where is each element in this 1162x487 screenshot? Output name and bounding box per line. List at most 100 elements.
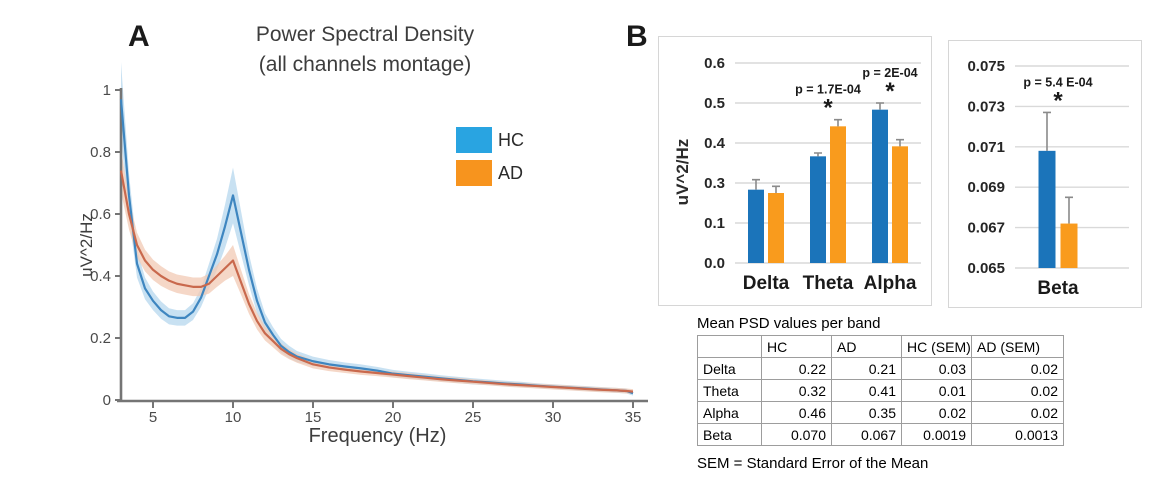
hc-color-swatch	[456, 127, 492, 153]
hc-confidence-band	[121, 62, 633, 396]
band-name-cell: Beta	[697, 423, 762, 446]
value-cell: 0.0013	[971, 423, 1064, 446]
hc-bar-delta	[748, 189, 764, 263]
table-row: Beta 0.070 0.067 0.0019 0.0013	[697, 423, 1064, 446]
table-header-row: HC AD HC (SEM) AD (SEM)	[697, 335, 1064, 358]
x-tick-label: 15	[305, 409, 322, 426]
category-label: Delta	[743, 273, 790, 294]
p-value-label: p = 5.4 E-04	[1023, 75, 1092, 89]
psd-values-table: HC AD HC (SEM) AD (SEM) Delta 0.22 0.21 0.03 0.…	[697, 335, 1064, 446]
p-value-label: p = 1.7E-04	[795, 83, 861, 97]
y-tick-label: 0.1	[704, 215, 725, 232]
hc-psd-line	[119, 99, 634, 395]
category-label: Alpha	[864, 273, 917, 294]
x-tick-label: 35	[625, 409, 642, 426]
value-cell: 0.0019	[901, 423, 972, 446]
value-cell: 0.32	[761, 379, 832, 402]
y-tick-label: 0.6	[704, 55, 725, 72]
panel-b-label: B	[626, 20, 648, 53]
sem-footnote: SEM = Standard Error of the Mean	[697, 455, 929, 472]
y-tick-label: 0.6	[90, 206, 111, 223]
significance-star: *	[885, 78, 895, 105]
hc-bar-alpha	[872, 109, 888, 264]
x-tick-label: 10	[225, 409, 242, 426]
y-tick-label: 0.2	[90, 330, 111, 347]
y-tick-label: 0.073	[967, 98, 1005, 115]
value-cell: 0.02	[971, 357, 1064, 380]
value-cell: 0.070	[761, 423, 832, 446]
error-bar	[896, 138, 904, 147]
y-tick-label: 0	[103, 392, 111, 409]
beta-power-bar-chart: 0.065 0.067 0.069 0.071 0.073 0.075 Beta p = 5.…	[948, 40, 1142, 308]
value-cell: 0.21	[831, 357, 902, 380]
y-tick-label: 0.065	[967, 260, 1005, 277]
x-tick-label: 5	[149, 409, 157, 426]
value-cell: 0.067	[831, 423, 902, 446]
y-tick-label: 1	[103, 82, 111, 99]
band-power-bar-chart: uV^2/Hz 0.0 0.1 0.3 0.4 0.5 0.6 Delta Theta p = …	[658, 36, 932, 306]
error-bar	[752, 178, 760, 190]
value-cell: 0.03	[901, 357, 972, 380]
y-tick-label: 0.071	[967, 139, 1005, 156]
table-header-cell	[697, 335, 762, 358]
error-bar	[1065, 196, 1073, 224]
hc-bar-theta	[810, 156, 826, 263]
category-label: Theta	[803, 273, 854, 294]
y-tick-label: 0.075	[967, 58, 1005, 75]
y-tick-label: 0.5	[704, 95, 725, 112]
value-cell: 0.35	[831, 401, 902, 424]
x-tick-label: 20	[385, 409, 402, 426]
psd-line-chart: 5 10 15 20 25 30 35 0 0.2 0.4 0.6 0.8 1	[90, 62, 648, 426]
psd-axes	[117, 88, 648, 403]
legend-item-ad: AD	[456, 160, 524, 186]
value-cell: 0.02	[971, 401, 1064, 424]
value-cell: 0.46	[761, 401, 832, 424]
error-bar	[1043, 111, 1051, 151]
psd-legend: HC AD	[456, 127, 524, 193]
psd-table-block: Mean PSD values per band HC AD HC (SEM) AD …	[697, 315, 1077, 472]
y-tick-label: 0.4	[90, 268, 111, 285]
ad-legend-label: AD	[498, 162, 524, 183]
band-power-bars: 0.0 0.1 0.3 0.4 0.5 0.6 Delta Theta p = 1.7E-04 *…	[704, 55, 921, 294]
psd-title-line1: Power Spectral Density	[255, 23, 475, 46]
band-name-cell: Delta	[697, 357, 762, 380]
error-bar	[772, 185, 780, 193]
legend-item-hc: HC	[456, 127, 524, 153]
table-header-cell: AD (SEM)	[971, 335, 1064, 358]
psd-title-line2: (all channels montage)	[258, 53, 472, 76]
error-bar	[814, 152, 822, 157]
ad-psd-line	[119, 170, 634, 393]
value-cell: 0.02	[901, 401, 972, 424]
table-row: Theta 0.32 0.41 0.01 0.02	[697, 379, 1064, 402]
table-header-cell: HC (SEM)	[901, 335, 972, 358]
ad-bar-delta	[768, 193, 784, 263]
ad-confidence-band	[121, 148, 633, 395]
category-label: Beta	[1037, 278, 1079, 299]
ad-color-swatch	[456, 160, 492, 186]
table-header-cell: AD	[831, 335, 902, 358]
value-cell: 0.02	[971, 379, 1064, 402]
y-tick-label: 0.4	[704, 135, 726, 152]
y-tick-label: 0.8	[90, 144, 111, 161]
x-tick-label: 25	[465, 409, 482, 426]
y-tick-label: 0.069	[967, 179, 1005, 196]
ad-bar-alpha	[892, 146, 908, 263]
band-name-cell: Theta	[697, 379, 762, 402]
x-tick-label: 30	[545, 409, 562, 426]
ad-bar-theta	[830, 126, 846, 263]
psd-chart-title: Power Spectral Density (all channels mon…	[170, 20, 560, 80]
beta-power-bars: 0.065 0.067 0.069 0.071 0.073 0.075 Beta p = 5.…	[967, 58, 1129, 299]
y-tick-label: 0.0	[704, 255, 725, 272]
p-value-label: p = 2E-04	[862, 66, 917, 80]
psd-x-axis-label: Frequency (Hz)	[308, 425, 447, 447]
y-tick-label: 0.067	[967, 220, 1005, 237]
panel-a-label: A	[128, 20, 150, 53]
y-tick-label: 0.3	[704, 175, 725, 192]
psd-y-axis-label: uV^2/Hz	[77, 213, 96, 277]
value-cell: 0.22	[761, 357, 832, 380]
table-row: Alpha 0.46 0.35 0.02 0.02	[697, 401, 1064, 424]
table-row: Delta 0.22 0.21 0.03 0.02	[697, 357, 1064, 380]
table-title: Mean PSD values per band	[697, 315, 881, 332]
value-cell: 0.41	[831, 379, 902, 402]
